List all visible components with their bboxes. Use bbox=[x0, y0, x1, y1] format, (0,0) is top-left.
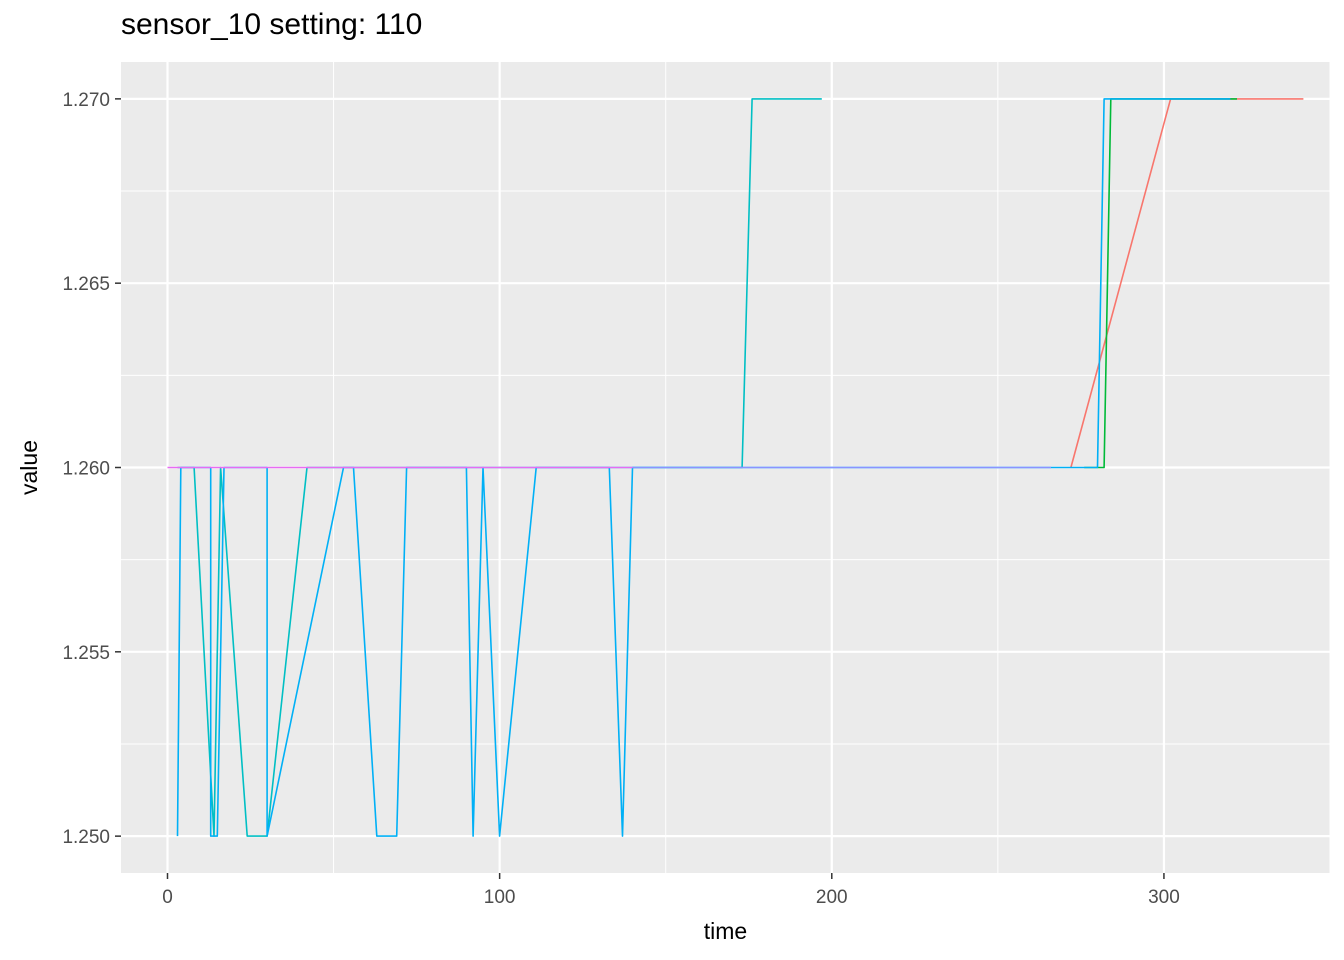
y-tick-label: 1.260 bbox=[62, 459, 110, 480]
x-tick-label: 100 bbox=[484, 887, 516, 908]
y-tick-label: 1.255 bbox=[62, 643, 110, 664]
x-tick-label: 300 bbox=[1148, 887, 1180, 908]
x-tick-label: 0 bbox=[162, 887, 173, 908]
y-tick-label: 1.250 bbox=[62, 827, 110, 848]
y-tick-label: 1.265 bbox=[62, 274, 110, 295]
series-layer bbox=[167, 98, 1304, 837]
y-axis-title: value bbox=[16, 440, 42, 495]
x-axis-title: time bbox=[704, 918, 747, 944]
chart-title: sensor_10 setting: 110 bbox=[121, 8, 423, 41]
y-axis: 1.250 1.255 1.260 1.265 1.270 bbox=[62, 90, 121, 848]
x-tick-label: 200 bbox=[816, 887, 848, 908]
y-tick-label: 1.270 bbox=[62, 90, 110, 111]
x-axis: 0 100 200 300 bbox=[162, 873, 1180, 908]
